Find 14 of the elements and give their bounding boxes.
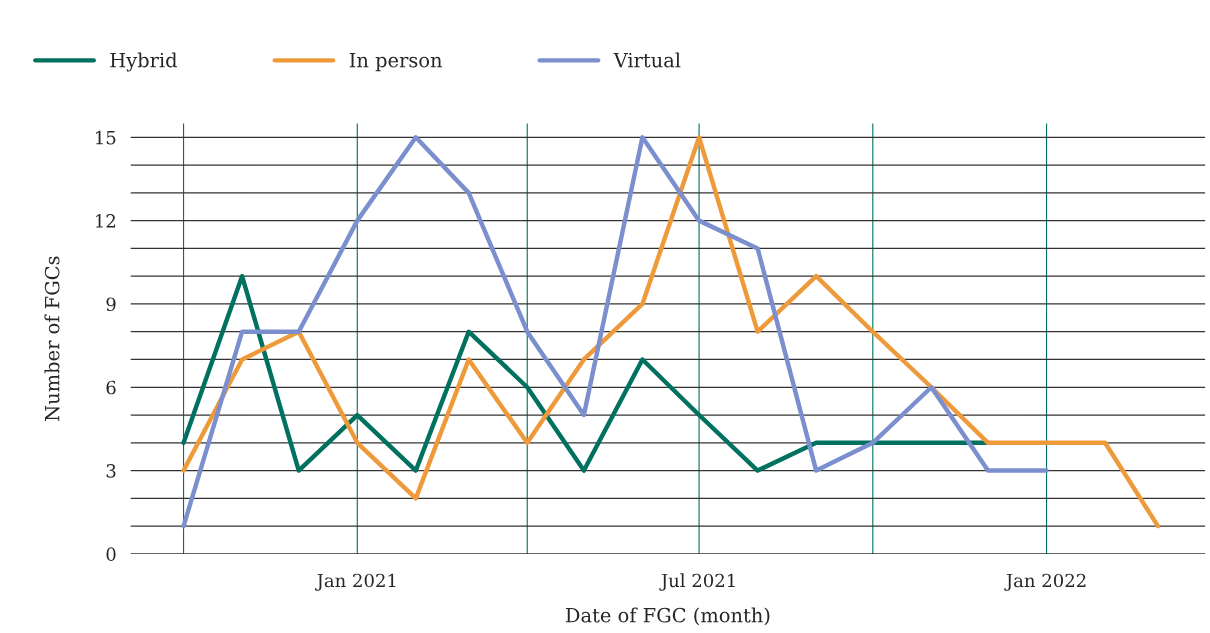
legend-label: In person bbox=[349, 53, 443, 72]
legend-label: Virtual bbox=[613, 52, 681, 68]
x-tick-label: Jul 2021 bbox=[659, 573, 735, 591]
y-tick-label: 15 bbox=[96, 130, 116, 145]
y-tick-label: 3 bbox=[106, 464, 116, 478]
x-tick-label: Jan 2021 bbox=[315, 573, 396, 591]
x-axis-title: Date of FGC (month) bbox=[565, 607, 770, 626]
y-tick-label: 0 bbox=[106, 547, 116, 561]
y-tick-label: 12 bbox=[96, 214, 116, 228]
y-axis-title: Number of FGCs bbox=[44, 256, 60, 421]
legend-label: Hybrid bbox=[110, 52, 178, 72]
x-tick-label: Jan 2022 bbox=[1004, 573, 1086, 591]
y-tick-label: 6 bbox=[106, 380, 116, 395]
y-tick-label: 9 bbox=[106, 297, 116, 312]
